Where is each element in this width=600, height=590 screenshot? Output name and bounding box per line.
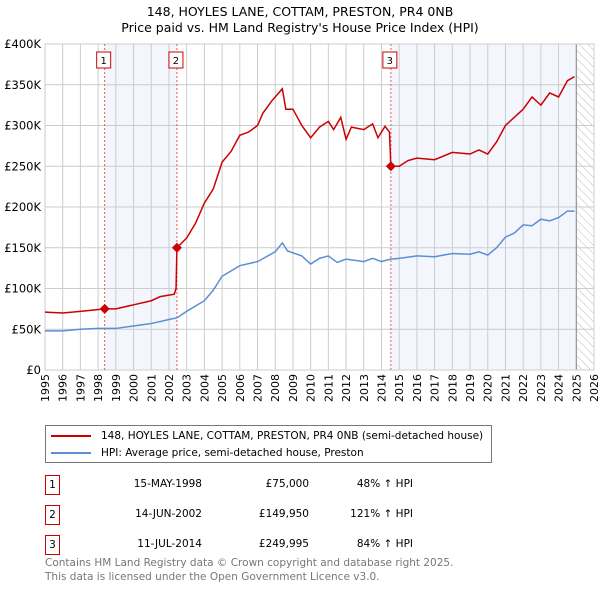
chart-subtitle: Price paid vs. HM Land Registry's House … bbox=[121, 20, 479, 35]
y-tick-label: £250K bbox=[4, 159, 41, 173]
blue-line-swatch bbox=[51, 452, 91, 454]
sale-label: 1 bbox=[100, 56, 106, 67]
x-tick-label: 2008 bbox=[269, 374, 282, 402]
x-tick-label: 1995 bbox=[39, 374, 52, 402]
sale-row: 2 14-JUN-2002 £149,950 121% ↑ HPI bbox=[45, 505, 445, 525]
x-tick-label: 2009 bbox=[287, 374, 300, 402]
x-tick-label: 2023 bbox=[535, 374, 548, 402]
x-tick-label: 2017 bbox=[429, 374, 442, 402]
footer-copyright: Contains HM Land Registry data © Crown c… bbox=[45, 557, 454, 569]
y-tick-label: £0 bbox=[26, 363, 41, 377]
x-tick-label: 2018 bbox=[446, 374, 459, 402]
series-line bbox=[44, 75, 575, 314]
x-tick-label: 2011 bbox=[322, 374, 335, 402]
sale-hpi-change: 84% ↑ HPI bbox=[356, 538, 413, 550]
legend-label: HPI: Average price, semi-detached house,… bbox=[101, 447, 364, 459]
y-tick-label: £300K bbox=[4, 119, 41, 133]
x-tick-label: 1999 bbox=[110, 374, 123, 402]
sale-number: 1 bbox=[45, 475, 60, 495]
x-tick-label: 2007 bbox=[252, 374, 265, 402]
sale-label: 3 bbox=[387, 56, 393, 67]
sale-point bbox=[99, 303, 110, 314]
x-tick-label: 2022 bbox=[517, 374, 530, 402]
sale-price: £249,995 bbox=[258, 538, 309, 550]
x-tick-label: 2026 bbox=[588, 374, 600, 402]
x-tick-label: 1998 bbox=[92, 374, 105, 402]
sale-date: 11-JUL-2014 bbox=[137, 538, 202, 550]
sale-row: 1 15-MAY-1998 £75,000 48% ↑ HPI bbox=[45, 475, 445, 495]
legend-item-property: 148, HOYLES LANE, COTTAM, PRESTON, PR4 0… bbox=[46, 428, 483, 444]
x-tick-label: 2005 bbox=[216, 374, 229, 402]
x-tick-label: 2010 bbox=[305, 374, 318, 402]
sale-label-box bbox=[382, 51, 398, 69]
x-tick-label: 2003 bbox=[181, 374, 194, 402]
red-line-swatch bbox=[51, 435, 91, 437]
sale-point bbox=[385, 161, 396, 172]
y-tick-label: £150K bbox=[4, 241, 41, 255]
x-tick-label: 2004 bbox=[198, 374, 211, 402]
sale-price: £75,000 bbox=[265, 478, 309, 490]
sale-row: 3 11-JUL-2014 £249,995 84% ↑ HPI bbox=[45, 535, 445, 555]
sale-hpi-change: 48% ↑ HPI bbox=[356, 478, 413, 490]
x-tick-label: 2006 bbox=[234, 374, 247, 402]
x-tick-label: 1997 bbox=[74, 374, 87, 402]
sale-label: 2 bbox=[173, 56, 179, 67]
sale-number: 2 bbox=[45, 505, 60, 525]
sale-point bbox=[171, 242, 182, 253]
y-tick-label: £400K bbox=[4, 37, 41, 51]
series-line bbox=[45, 210, 575, 332]
x-tick-label: 2019 bbox=[464, 374, 477, 402]
x-tick-label: 2014 bbox=[375, 374, 388, 402]
y-tick-label: £50K bbox=[12, 322, 42, 336]
x-tick-label: 2020 bbox=[482, 374, 495, 402]
x-tick-label: 2015 bbox=[393, 374, 406, 402]
legend-item-hpi: HPI: Average price, semi-detached house,… bbox=[46, 445, 364, 461]
x-tick-label: 1996 bbox=[57, 374, 70, 402]
legend-label: 148, HOYLES LANE, COTTAM, PRESTON, PR4 0… bbox=[101, 430, 484, 442]
sale-hpi-change: 121% ↑ HPI bbox=[350, 508, 413, 520]
x-tick-label: 2000 bbox=[128, 374, 141, 402]
footer-licence: This data is licensed under the Open Gov… bbox=[45, 571, 380, 583]
x-tick-label: 2002 bbox=[163, 374, 176, 402]
y-tick-label: £100K bbox=[4, 282, 41, 296]
chart-title: 148, HOYLES LANE, COTTAM, PRESTON, PR4 0… bbox=[146, 4, 454, 19]
x-tick-label: 2001 bbox=[145, 374, 158, 402]
sale-date: 14-JUN-2002 bbox=[135, 508, 202, 520]
sale-number: 3 bbox=[45, 535, 60, 555]
sale-label-box bbox=[168, 51, 184, 69]
y-tick-label: £200K bbox=[4, 200, 41, 214]
x-tick-label: 2012 bbox=[340, 374, 353, 402]
sale-date: 15-MAY-1998 bbox=[133, 478, 202, 490]
x-tick-label: 2024 bbox=[553, 374, 566, 402]
sale-price: £149,950 bbox=[258, 508, 309, 520]
x-tick-label: 2025 bbox=[570, 374, 583, 402]
x-tick-label: 2021 bbox=[499, 374, 512, 402]
plot-border bbox=[44, 43, 595, 371]
x-tick-label: 2013 bbox=[358, 374, 371, 402]
sale-label-box bbox=[96, 51, 112, 69]
price-chart: 1995 1996 1997 1998 1999 2000 2001 2002 2003 2004… bbox=[4, 37, 600, 402]
chart-legend: 148, HOYLES LANE, COTTAM, PRESTON, PR4 0… bbox=[45, 425, 492, 463]
x-tick-label: 2016 bbox=[411, 374, 424, 402]
y-tick-label: £350K bbox=[4, 78, 41, 92]
